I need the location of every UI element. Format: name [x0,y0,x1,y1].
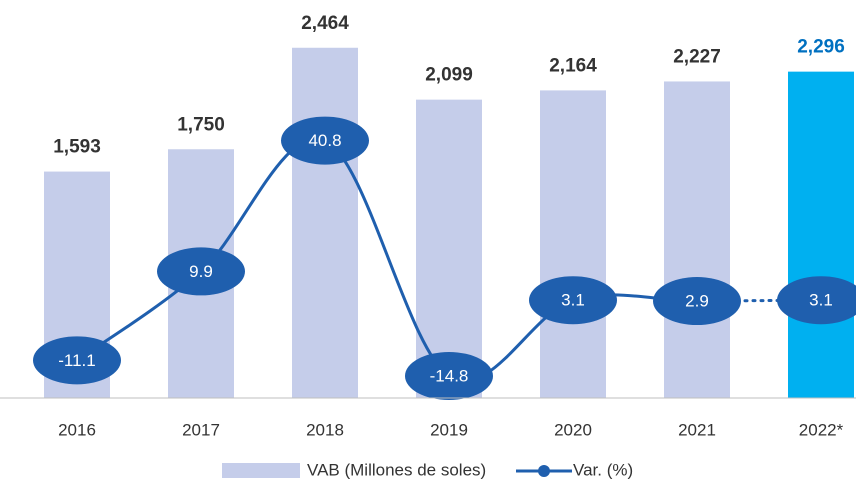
line-value-label: -11.1 [58,351,96,370]
line-value-label: -14.8 [430,366,469,385]
bar-value-label: 2,227 [673,46,721,67]
line-marker [653,277,741,326]
line-marker [405,351,493,400]
line-value-label: 40.8 [308,131,341,150]
bar [664,81,730,398]
line-value-label: 3.1 [809,291,833,310]
line-value-label: 2.9 [685,292,709,311]
legend-marker [538,465,550,477]
bar-value-label: 2,296 [797,37,845,58]
bar [292,47,358,398]
x-tick-label: 2022* [799,420,844,439]
bar-value-label: 2,099 [425,65,473,86]
x-tick-label: 2017 [182,420,220,439]
bar-value-label: 2,464 [301,13,349,34]
line-value-label: 3.1 [561,291,585,310]
x-tick-label: 2016 [58,420,96,439]
bar-value-label: 2,164 [549,55,597,76]
line-marker [33,336,121,385]
x-tick-label: 2019 [430,420,468,439]
line-marker [529,276,617,325]
legend-label: Var. (%) [573,460,633,479]
line-marker [777,276,856,325]
line-value-label: 9.9 [189,262,213,281]
bar [788,71,854,398]
x-tick-label: 2020 [554,420,592,439]
legend-swatch [222,463,300,478]
x-tick-label: 2021 [678,420,716,439]
bar [540,90,606,398]
line-marker [281,116,369,165]
legend-label: VAB (Millones de soles) [307,460,486,479]
x-tick-label: 2018 [306,420,344,439]
line-marker [157,247,245,296]
bar-value-label: 1,593 [53,137,101,158]
bar-value-label: 1,750 [177,114,225,135]
